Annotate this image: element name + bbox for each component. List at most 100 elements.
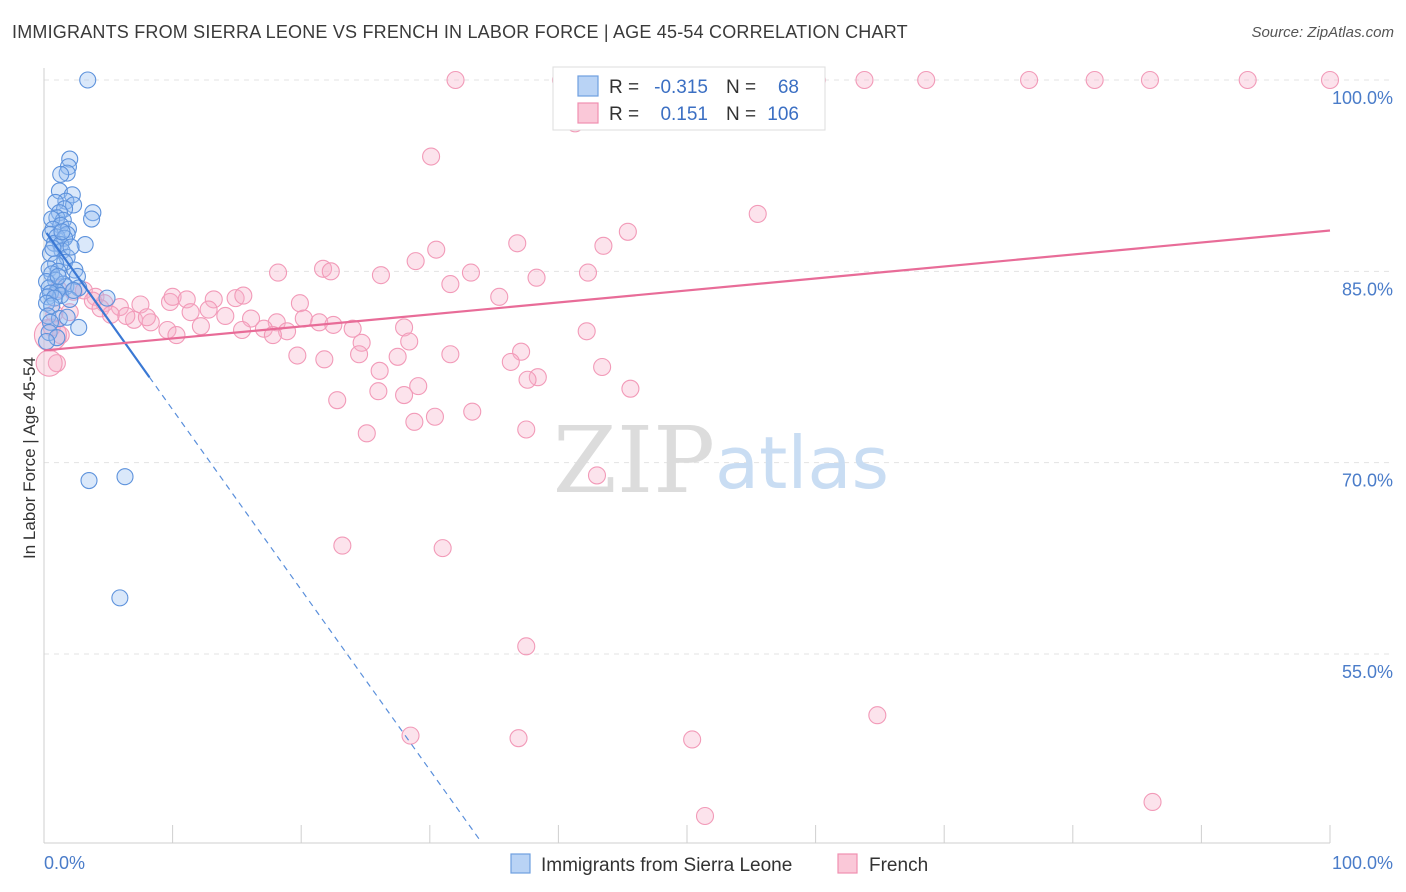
french-point bbox=[310, 313, 329, 332]
watermark-zip: ZIP bbox=[553, 407, 715, 514]
french-point bbox=[509, 729, 528, 748]
watermark: ZIP atlas bbox=[553, 407, 889, 514]
french-point bbox=[406, 252, 425, 271]
sierra-leone-point bbox=[76, 235, 94, 254]
french-point bbox=[683, 730, 702, 749]
sierra-leone-trend-extension bbox=[148, 376, 482, 843]
french-point bbox=[191, 317, 210, 336]
watermark-atlas: atlas bbox=[715, 421, 889, 505]
legend-r-label-pink: R = bbox=[609, 104, 639, 125]
y-tick-label: 85.0% bbox=[1342, 279, 1393, 299]
sierra-leone-point bbox=[65, 196, 83, 214]
legend-n-value-blue: 68 bbox=[778, 77, 799, 98]
bottom-legend-label-pink: French bbox=[869, 855, 928, 876]
french-point bbox=[234, 286, 253, 305]
sierra-leone-point bbox=[58, 308, 76, 326]
french-point bbox=[594, 236, 613, 255]
legend-r-value-blue: -0.315 bbox=[654, 77, 708, 98]
french-point bbox=[357, 424, 376, 443]
french-point bbox=[352, 333, 371, 352]
axes bbox=[43, 68, 1331, 844]
series-legend: Immigrants from Sierra Leone French bbox=[510, 853, 928, 876]
french-point bbox=[371, 266, 390, 285]
french-point bbox=[441, 275, 460, 294]
french-point bbox=[328, 391, 347, 410]
bottom-legend-swatch-blue bbox=[510, 853, 531, 874]
french-point bbox=[1238, 70, 1257, 90]
legend-n-label-blue: N = bbox=[726, 77, 756, 98]
french-point bbox=[321, 262, 340, 281]
french-point bbox=[350, 345, 369, 364]
legend-swatch-blue bbox=[577, 75, 599, 97]
french-point bbox=[855, 70, 874, 90]
french-point bbox=[1143, 792, 1162, 812]
sierra-leone-point bbox=[39, 288, 57, 306]
y-tick-label: 100.0% bbox=[1332, 88, 1393, 108]
french-point bbox=[33, 318, 67, 352]
french-point bbox=[618, 222, 637, 241]
bottom-legend-label-blue: Immigrants from Sierra Leone bbox=[541, 855, 792, 876]
sierra-leone-point bbox=[65, 281, 83, 300]
source-credit: Source: ZipAtlas.com bbox=[1251, 24, 1394, 41]
french-point bbox=[621, 379, 640, 398]
french-point bbox=[288, 346, 307, 365]
french-point bbox=[501, 352, 520, 371]
sierra-leone-point bbox=[98, 289, 116, 307]
x-tick-label-end: 100.0% bbox=[1332, 853, 1393, 873]
y-tick-label: 55.0% bbox=[1342, 662, 1393, 682]
sierra-leone-point bbox=[62, 238, 80, 256]
french-point bbox=[216, 306, 235, 326]
sierra-leone-point bbox=[41, 244, 59, 263]
legend-r-value-pink: 0.151 bbox=[660, 104, 708, 125]
french-point bbox=[409, 377, 428, 396]
french-point bbox=[263, 326, 282, 345]
french-point bbox=[593, 357, 612, 377]
french-point bbox=[395, 318, 414, 337]
sierra-leone-point bbox=[83, 210, 101, 228]
stats-legend: R = -0.315 N = 68 R = 0.151 N = 106 bbox=[552, 66, 826, 131]
sierra-leone-point bbox=[53, 223, 71, 241]
sierra-leone-point bbox=[52, 165, 70, 183]
legend-r-label-blue: R = bbox=[609, 77, 639, 98]
french-point bbox=[405, 412, 424, 431]
legend-n-value-pink: 106 bbox=[767, 104, 799, 125]
french-point bbox=[578, 263, 598, 282]
sierra-leone-point bbox=[79, 71, 97, 89]
french-point bbox=[167, 326, 186, 345]
french-point bbox=[290, 294, 309, 313]
french-point bbox=[315, 350, 334, 369]
french-point bbox=[343, 319, 362, 338]
french-point bbox=[517, 420, 536, 439]
legend-n-label-pink: N = bbox=[726, 104, 756, 125]
french-point bbox=[427, 240, 446, 259]
french-point bbox=[868, 706, 887, 725]
french-point bbox=[463, 402, 482, 421]
french-point bbox=[446, 70, 465, 90]
french-point bbox=[294, 309, 313, 328]
sierra-leone-point bbox=[116, 468, 134, 486]
sierra-leone-points bbox=[38, 71, 134, 607]
y-tick-label: 70.0% bbox=[1342, 471, 1393, 491]
french-point bbox=[1020, 70, 1039, 90]
french-point bbox=[748, 204, 767, 223]
french-point bbox=[400, 332, 419, 351]
sierra-leone-point bbox=[80, 471, 98, 490]
french-point bbox=[333, 536, 352, 555]
french-point bbox=[137, 308, 156, 327]
french-point bbox=[422, 147, 441, 166]
sierra-leone-point bbox=[58, 164, 76, 182]
gridlines bbox=[44, 79, 1390, 655]
sierra-leone-point bbox=[43, 297, 61, 315]
french-point bbox=[401, 726, 420, 745]
french-point bbox=[395, 386, 414, 405]
french-point bbox=[433, 539, 452, 558]
french-point bbox=[1320, 70, 1340, 90]
french-point bbox=[199, 300, 218, 319]
tick-labels: 55.0% 70.0% 85.0% 100.0% 0.0% 100.0% bbox=[44, 88, 1393, 873]
french-point bbox=[517, 637, 536, 656]
french-point bbox=[490, 287, 509, 306]
french-point bbox=[587, 466, 607, 485]
french-point bbox=[528, 368, 547, 387]
french-point bbox=[232, 320, 252, 340]
